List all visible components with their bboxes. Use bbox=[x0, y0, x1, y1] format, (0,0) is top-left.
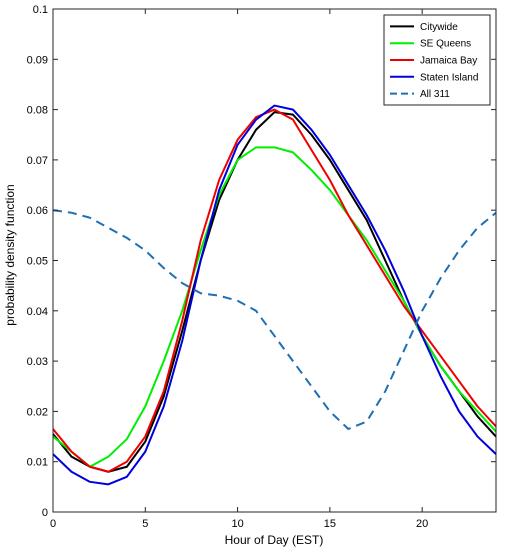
x-tick-label: 10 bbox=[231, 518, 243, 530]
y-tick-label: 0.04 bbox=[27, 306, 48, 318]
series-line-citywide bbox=[53, 111, 496, 473]
y-tick-label: 0.02 bbox=[27, 406, 48, 418]
y-tick-label: 0.05 bbox=[27, 256, 48, 268]
y-tick-label: 0.08 bbox=[27, 105, 48, 117]
x-tick-label: 5 bbox=[142, 518, 148, 530]
legend-label: Jamaica Bay bbox=[420, 56, 477, 67]
y-axis-label: probability density function bbox=[3, 184, 17, 325]
x-tick-label: 0 bbox=[50, 518, 56, 530]
plot-area bbox=[52, 8, 497, 513]
legend: Citywide SE Queens Jamaica Bay Staten Islan… bbox=[383, 14, 491, 106]
series-line-all-311 bbox=[53, 209, 496, 430]
y-tick-label: 0.07 bbox=[27, 155, 48, 167]
series-lines bbox=[53, 104, 496, 486]
legend-label: All 311 bbox=[420, 89, 450, 100]
series-line-staten-island bbox=[53, 104, 496, 486]
y-tick-label: 0 bbox=[42, 507, 48, 519]
series-line-se-queens bbox=[53, 146, 496, 468]
x-axis-label: Hour of Day (EST) bbox=[225, 533, 324, 547]
x-tick-label: 15 bbox=[324, 518, 336, 530]
y-tick-label: 0.06 bbox=[27, 205, 48, 217]
legend-label: SE Queens bbox=[420, 39, 471, 50]
legend-label: Citywide bbox=[420, 22, 458, 33]
legend-label: Staten Island bbox=[420, 72, 478, 83]
y-tick-label: 0.01 bbox=[27, 457, 48, 469]
y-tick-label: 0.03 bbox=[27, 356, 48, 368]
y-tick-label: 0.09 bbox=[27, 54, 48, 66]
tick-labels: 0 5 10 15 20 0 0.01 0.02 0.03 0.04 0.05 0.06 0.07 0.0… bbox=[27, 4, 429, 530]
x-tick-label: 20 bbox=[416, 518, 428, 530]
y-tick-label: 0.1 bbox=[33, 4, 48, 16]
series-line-jamaica-bay bbox=[53, 108, 496, 473]
